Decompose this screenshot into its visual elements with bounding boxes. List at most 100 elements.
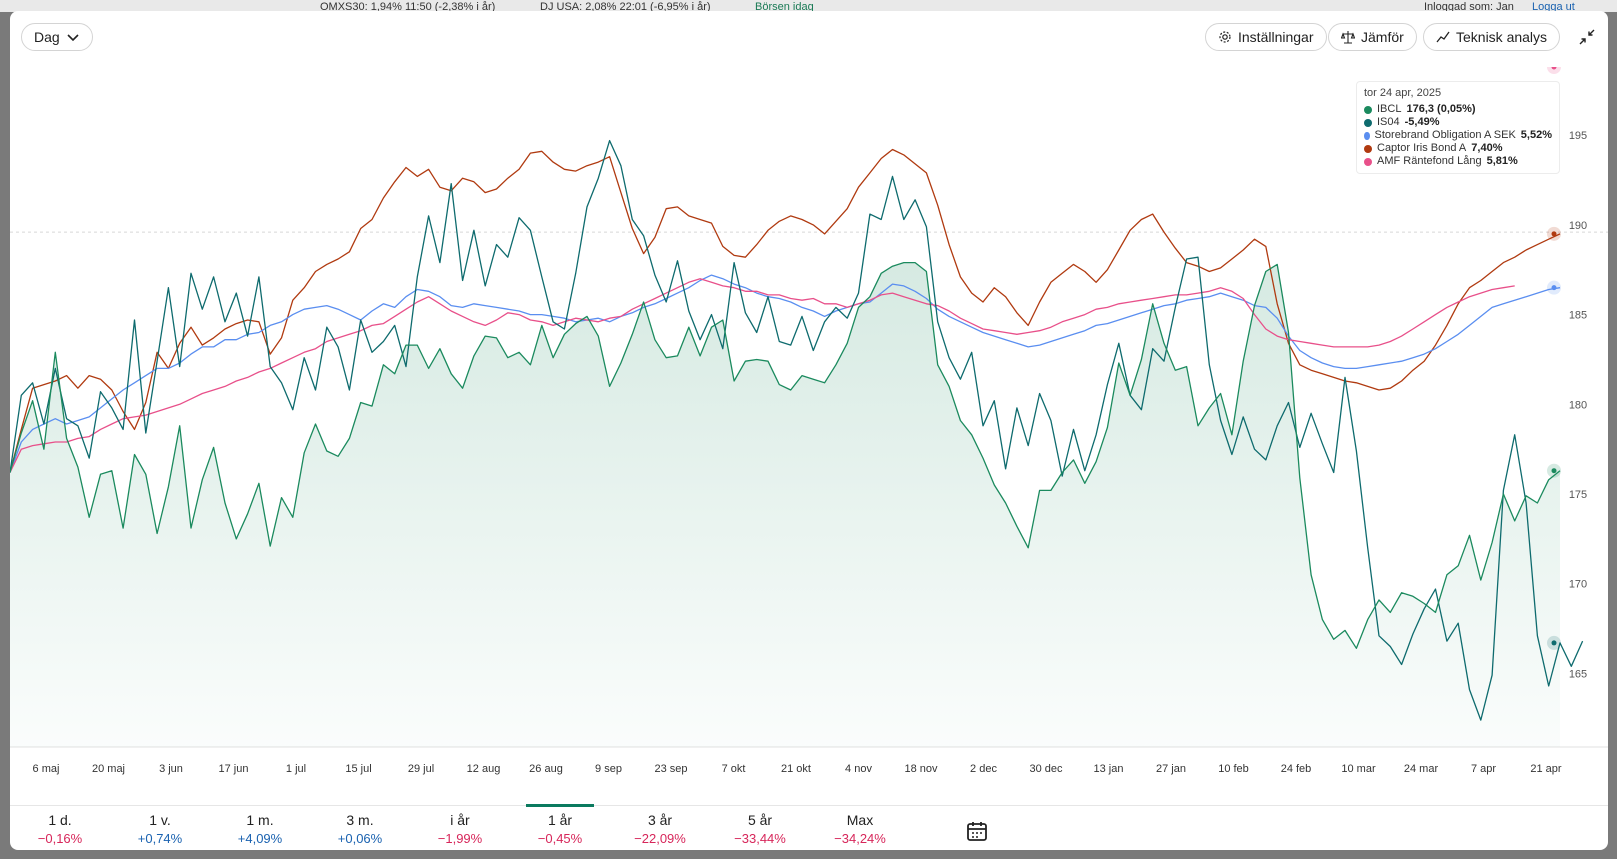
ticker-item: Inloggad som: Jan xyxy=(1424,1,1514,12)
series-area-0 xyxy=(10,262,1560,747)
x-tick-label: 15 jul xyxy=(345,763,371,775)
x-tick-label: 9 sep xyxy=(595,763,622,775)
ticker-link[interactable]: Börsen idag xyxy=(755,1,814,12)
x-tick-label: 24 feb xyxy=(1281,763,1312,775)
period-button[interactable]: 3 år −22,09% xyxy=(620,812,700,846)
x-tick-label: 10 feb xyxy=(1218,763,1249,775)
y-tick-label: 170 xyxy=(1569,579,1587,591)
series-end-marker-1 xyxy=(1551,640,1557,646)
period-change: −0,45% xyxy=(537,831,583,846)
x-tick-label: 12 aug xyxy=(467,763,501,775)
x-tick-label: 10 mar xyxy=(1341,763,1376,775)
period-label: 1 d. xyxy=(48,812,72,828)
series-end-marker-2 xyxy=(1551,285,1557,291)
period-button[interactable]: 1 m. +4,09% xyxy=(220,812,300,846)
background-ticker: OMXS30: 1,94% 11:50 (-2,38% i år) DJ USA… xyxy=(0,0,1617,12)
y-tick-label: 175 xyxy=(1569,489,1587,501)
legend-series-value: 176,3 (0,05%) xyxy=(1406,103,1476,115)
x-tick-label: 4 nov xyxy=(845,763,872,775)
y-tick-label: 185 xyxy=(1569,310,1587,322)
period-change: −22,09% xyxy=(634,831,686,846)
x-tick-label: 6 maj xyxy=(33,763,60,775)
x-tick-label: 21 apr xyxy=(1530,763,1562,775)
price-chart[interactable]: 165 170 175 180 185 190 195 6 maj 20 maj 3 jun 17 … xyxy=(10,67,1608,805)
legend-color-dot xyxy=(1364,157,1372,166)
logout-link[interactable]: Logga ut xyxy=(1532,1,1575,12)
period-change: +4,09% xyxy=(237,831,283,846)
legend-series-name: IS04 xyxy=(1377,116,1400,128)
period-label: 1 år xyxy=(547,812,573,828)
interval-label: Dag xyxy=(34,29,60,45)
legend-row: IS04 -5,49% xyxy=(1364,116,1552,129)
series-end-marker-3 xyxy=(1551,231,1557,237)
legend-series-value: 5,52% xyxy=(1520,129,1552,141)
gear-icon xyxy=(1219,31,1231,43)
x-tick-label: 2 dec xyxy=(970,763,997,775)
ticker-item: OMXS30: 1,94% 11:50 (-2,38% i år) xyxy=(320,1,496,12)
legend-series-name: AMF Räntefond Lång xyxy=(1377,155,1482,167)
period-label: 1 m. xyxy=(246,812,274,828)
x-tick-label: 7 okt xyxy=(722,763,746,775)
legend-color-dot xyxy=(1364,105,1372,114)
settings-button[interactable]: Inställningar xyxy=(1205,23,1327,51)
period-button[interactable]: 1 år −0,45% xyxy=(520,804,600,846)
series-line-0[interactable] xyxy=(10,261,1561,649)
x-tick-label: 24 mar xyxy=(1404,763,1439,775)
period-label: Max xyxy=(846,812,874,828)
series-end-marker-0 xyxy=(1551,468,1557,474)
legend-series-name: Storebrand Obligation A SEK xyxy=(1374,129,1516,141)
legend-color-dot xyxy=(1364,131,1370,140)
series-end-halo-4 xyxy=(1547,67,1561,74)
interval-dropdown[interactable]: Dag xyxy=(21,23,93,51)
period-button[interactable]: 3 m. +0,06% xyxy=(320,812,400,846)
x-tick-label: 13 jan xyxy=(1094,763,1124,775)
legend-series-value: 7,40% xyxy=(1471,142,1503,154)
period-change: +0,74% xyxy=(137,831,183,846)
period-selector: 1 d. −0,16% 1 v. +0,74% 1 m. +4,09% 3 m. +0,06%… xyxy=(10,804,1608,850)
period-label: i år xyxy=(450,812,470,828)
legend-series-value: 5,81% xyxy=(1486,155,1518,167)
x-tick-label: 23 sep xyxy=(654,763,687,775)
y-tick-label: 195 xyxy=(1569,130,1587,142)
period-change: −0,16% xyxy=(37,831,83,846)
collapse-icon[interactable] xyxy=(1575,25,1599,49)
period-button[interactable]: 1 v. +0,74% xyxy=(120,812,200,846)
compare-button[interactable]: Jämför xyxy=(1328,23,1417,51)
x-tick-label: 27 jan xyxy=(1156,763,1186,775)
legend-series-name: IBCL xyxy=(1377,103,1402,115)
legend-series-name: Captor Iris Bond A xyxy=(1377,142,1467,154)
x-tick-label: 26 aug xyxy=(529,763,563,775)
chart-canvas[interactable]: 165 170 175 180 185 190 195 6 maj 20 maj 3 jun 17 … xyxy=(10,67,1608,805)
legend-row: IBCL 176,3 (0,05%) xyxy=(1364,103,1552,116)
settings-label: Inställningar xyxy=(1238,29,1314,45)
period-change: −1,99% xyxy=(437,831,483,846)
x-tick-label: 18 nov xyxy=(904,763,938,775)
series-line-2[interactable] xyxy=(10,274,1561,473)
calendar-icon[interactable] xyxy=(965,819,989,843)
x-tick-label: 30 dec xyxy=(1029,763,1063,775)
period-label: 3 m. xyxy=(346,812,374,828)
legend-row: Storebrand Obligation A SEK 5,52% xyxy=(1364,129,1552,142)
chevron-down-icon xyxy=(67,34,79,42)
x-tick-label: 20 maj xyxy=(92,763,125,775)
x-tick-label: 17 jun xyxy=(219,763,249,775)
trend-line-icon xyxy=(1436,31,1450,43)
y-tick-label: 190 xyxy=(1569,220,1587,232)
series-line-4[interactable] xyxy=(10,278,1515,473)
x-tick-label: 1 jul xyxy=(286,763,306,775)
period-button[interactable]: i år −1,99% xyxy=(420,812,500,846)
y-tick-label: 180 xyxy=(1569,399,1587,411)
period-button[interactable]: 1 d. −0,16% xyxy=(20,812,100,846)
legend-row: AMF Räntefond Lång 5,81% xyxy=(1364,155,1552,168)
series-end-marker-4 xyxy=(1551,67,1557,70)
period-button[interactable]: Max −34,24% xyxy=(820,812,900,846)
period-label: 1 v. xyxy=(149,812,171,828)
period-button[interactable]: 5 år −33,44% xyxy=(720,812,800,846)
series-line-1[interactable] xyxy=(10,139,1584,721)
x-tick-label: 21 okt xyxy=(781,763,811,775)
legend-row: Captor Iris Bond A 7,40% xyxy=(1364,142,1552,155)
y-tick-label: 165 xyxy=(1569,668,1587,680)
ticker-item: DJ USA: 2,08% 22:01 (-6,95% i år) xyxy=(540,1,711,12)
period-label: 5 år xyxy=(747,812,773,828)
technical-analysis-button[interactable]: Teknisk analys xyxy=(1423,23,1561,51)
